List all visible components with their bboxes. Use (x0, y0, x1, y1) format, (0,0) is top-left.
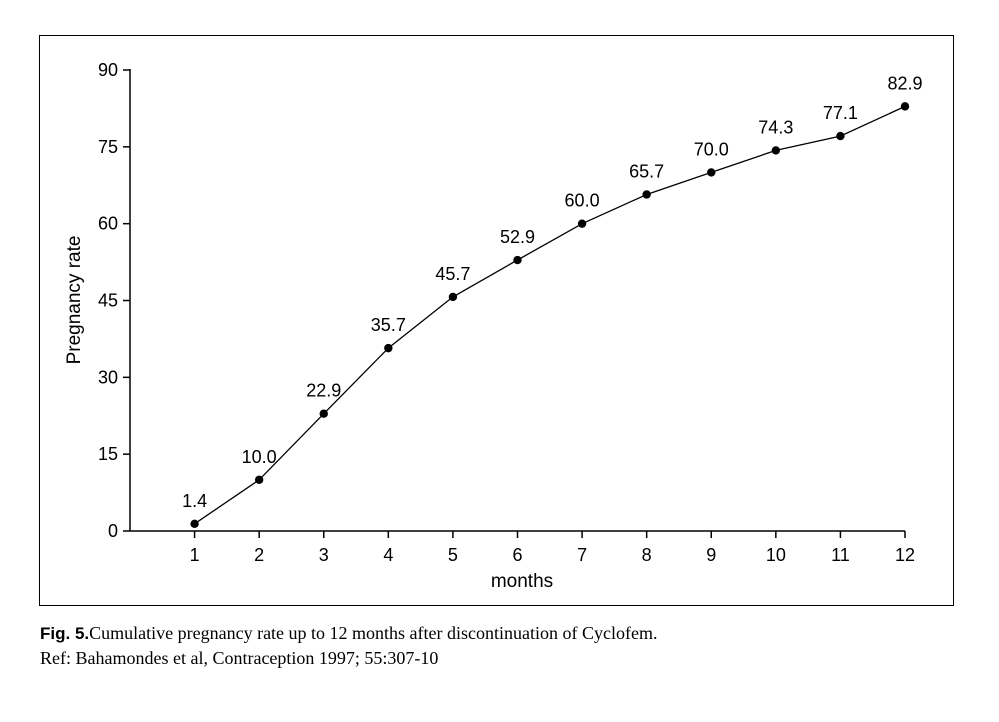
x-tick-label: 12 (895, 545, 915, 565)
y-tick-label: 90 (98, 60, 118, 80)
figure-caption: Fig. 5.Cumulative pregnancy rate up to 1… (40, 621, 960, 670)
caption-reference: Ref: Bahamondes et al, Contraception 199… (40, 648, 439, 668)
data-point (384, 343, 393, 353)
series-line (194, 105, 906, 525)
data-point (190, 519, 199, 529)
data-point (836, 131, 845, 141)
y-axis-label: Pregnancy rate (64, 236, 85, 365)
data-point (577, 219, 587, 228)
data-label: 35.7 (371, 315, 406, 335)
data-point (319, 409, 328, 418)
data-point (900, 102, 910, 111)
y-tick-label: 15 (98, 444, 118, 464)
data-label: 77.1 (823, 103, 858, 123)
data-label: 22.9 (306, 381, 341, 401)
data-label: 60.0 (565, 191, 600, 211)
data-label: 65.7 (629, 161, 664, 181)
x-tick-label: 9 (706, 545, 716, 565)
x-axis-label: months (491, 571, 553, 592)
caption-line: Fig. 5.Cumulative pregnancy rate up to 1… (40, 621, 960, 646)
data-label: 52.9 (500, 227, 535, 247)
data-label: 70.0 (694, 139, 729, 159)
data-point (642, 190, 651, 199)
x-tick-label: 7 (577, 545, 587, 565)
x-tick-label: 2 (254, 545, 264, 565)
data-label: 1.4 (182, 491, 207, 511)
x-tick-label: 1 (190, 545, 200, 565)
data-point (254, 475, 264, 484)
data-label: 82.9 (887, 73, 922, 93)
y-tick-label: 60 (98, 214, 118, 234)
y-tick-label: 45 (98, 291, 118, 311)
x-tick-label: 3 (319, 545, 329, 565)
x-tick-label: 11 (831, 545, 850, 565)
data-point (707, 168, 716, 177)
y-tick-label: 0 (108, 521, 118, 541)
x-tick-label: 10 (766, 545, 786, 565)
chart-series (190, 102, 910, 529)
y-tick-label: 75 (98, 137, 118, 157)
chart-data-labels: 1.4 10.0 22.9 35.7 45.7 52.9 60.0 65.7 70.0 74.3 7… (182, 73, 922, 510)
data-point (448, 292, 458, 302)
caption-text: Cumulative pregnancy rate up to 12 month… (89, 623, 658, 643)
chart-frame (39, 35, 954, 606)
x-tick-label: 4 (383, 545, 393, 565)
data-label: 10.0 (242, 447, 277, 467)
x-tick-label: 6 (512, 545, 522, 565)
data-label: 74.3 (758, 117, 793, 137)
data-label: 45.7 (435, 264, 470, 284)
data-point (771, 146, 781, 155)
data-point (513, 255, 522, 265)
x-tick-label: 8 (642, 545, 652, 565)
x-tick-label: 5 (448, 545, 458, 565)
y-tick-label: 30 (98, 367, 118, 387)
figure-number: Fig. 5. (40, 624, 90, 643)
